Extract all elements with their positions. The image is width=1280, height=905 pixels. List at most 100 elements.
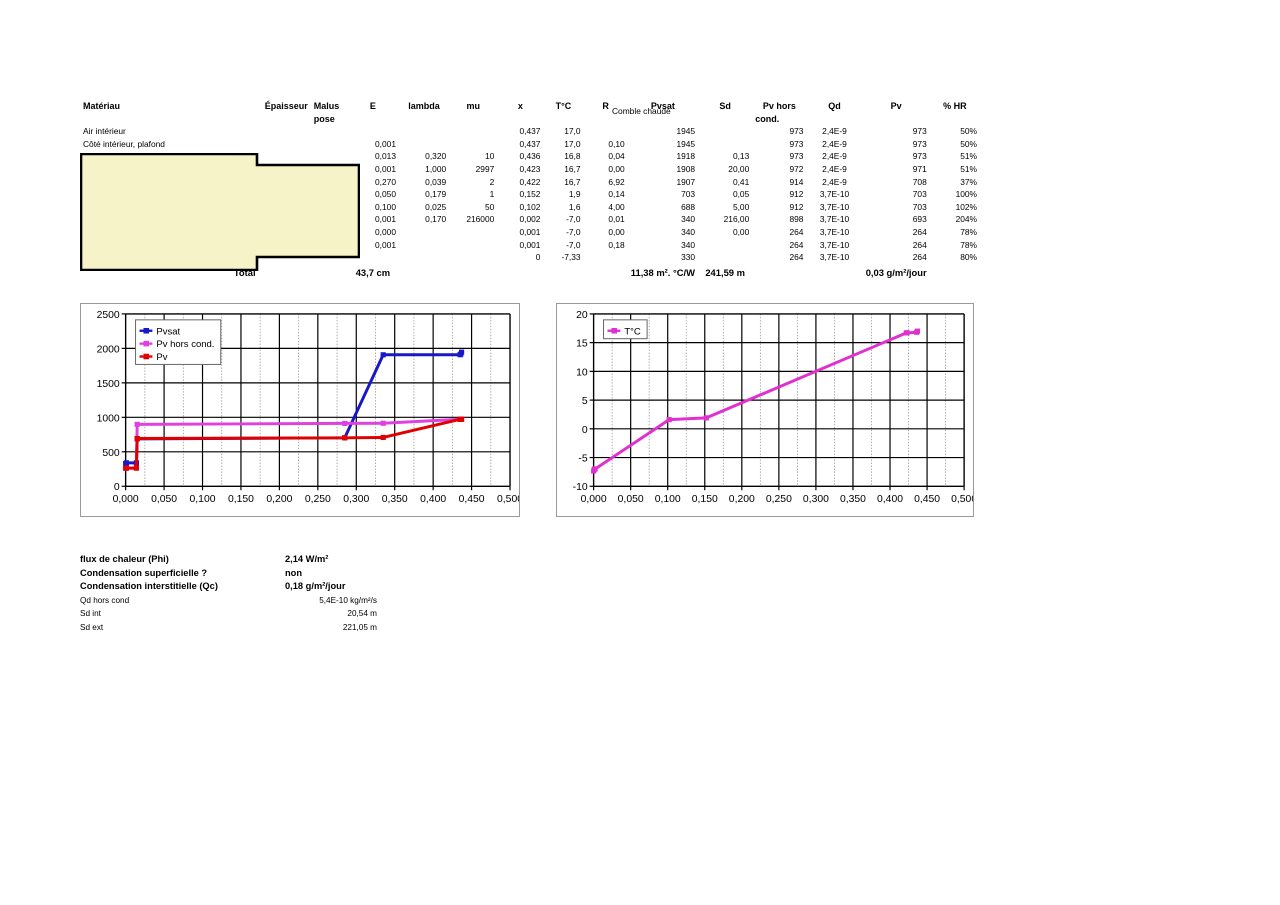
cell-x[interactable]: 0,423 [519,163,541,174]
table-row[interactable]: Air horizontal ascendant 0,050 0,050 0,179 1… [80,188,980,201]
cell-epaisseur[interactable] [259,226,311,239]
cell-pvhc[interactable]: 898 [789,214,804,225]
cell-sd[interactable]: 0,13 [732,151,750,162]
cell-mu[interactable]: 2 [489,176,495,187]
cell-T[interactable]: 17,0 [564,138,581,149]
cell-mu[interactable]: 216000 [466,214,495,225]
cell-materiau[interactable]: Air intérieur [83,126,126,137]
cell-T[interactable]: -7,0 [566,214,581,225]
table-row[interactable]: Kraft pare-vapeur 0,001 1,000 2997 0,423 16,7… [80,163,980,176]
cell-qd[interactable]: 2,4E-9 [822,126,847,137]
cell-hr[interactable]: 100% [955,189,977,200]
cell-pv[interactable]: 703 [912,189,927,200]
cell-qd[interactable]: 2,4E-9 [822,138,847,149]
cell-mu[interactable] [449,226,497,239]
cell-E[interactable] [347,125,399,138]
cell-mu[interactable]: 1 [489,189,495,200]
cell-pvhc[interactable]: 912 [789,189,804,200]
cell-pv[interactable]: 971 [912,163,927,174]
cell-x[interactable]: 0,437 [519,138,541,149]
cell-hr[interactable]: 50% [960,126,977,137]
cell-pvhc[interactable]: 264 [789,226,804,237]
cell-R[interactable]: 0,01 [608,214,625,225]
cell-pvhc[interactable]: 914 [789,176,804,187]
cell-epaisseur[interactable]: 0,050 [286,189,308,200]
cell-malus[interactable] [311,163,347,176]
cell-hr[interactable]: 78% [960,239,977,250]
cell-lambda[interactable]: 0,039 [425,176,447,187]
cell-lambda[interactable]: 1,000 [425,163,447,174]
cell-E[interactable]: 0,000 [375,226,396,237]
cell-R[interactable]: 4,00 [608,201,625,212]
cell-R[interactable]: 0,18 [608,239,625,250]
cell-E[interactable]: 0,001 [375,214,396,225]
cell-mu[interactable]: 2997 [475,163,495,174]
table-row[interactable]: Polyuréthane 0,100 0,100 0,025 50 0,102 1,6 4,0… [80,201,980,214]
cell-E[interactable]: 0,001 [375,163,396,174]
cell-pv[interactable]: 703 [912,201,927,212]
table-row[interactable]: BA13 0,013 0,320 10 0,436 16,8 0,04 1918 0,13 973… [80,150,980,163]
cell-x[interactable]: 0,437 [519,126,541,137]
cell-R[interactable]: 0,00 [608,226,625,237]
cell-E[interactable] [347,251,399,264]
cell-epaisseur[interactable] [259,213,311,226]
cell-E[interactable]: 0,001 [375,239,396,250]
cell-x[interactable]: 0,001 [519,226,541,237]
cell-lambda[interactable]: 0,170 [425,214,447,225]
cell-x[interactable]: 0,436 [519,151,541,162]
cell-T[interactable]: 16,7 [564,163,581,174]
cell-x[interactable]: 0,001 [519,239,541,250]
cell-pvhc[interactable]: 973 [789,126,804,137]
table-row[interactable]: Air intérieur 0,437 17,0 1945 973 2,4E-9 973 50… [80,125,980,138]
cell-sd[interactable]: 5,00 [732,201,750,212]
cell-malus[interactable] [311,239,347,252]
cell-mu[interactable] [449,138,497,151]
cell-x[interactable]: 0,102 [519,201,541,212]
cell-x[interactable]: 0,152 [519,189,541,200]
cell-lambda[interactable]: 0,320 [425,151,447,162]
cell-pv[interactable]: 708 [912,176,927,187]
cell-sd[interactable] [698,239,752,252]
cell-pvsat[interactable]: 340 [681,214,696,225]
cell-epaisseur[interactable] [259,251,311,264]
cell-E[interactable]: 0,270 [375,176,396,187]
cell-malus[interactable] [311,150,347,163]
cell-hr[interactable]: 51% [960,151,977,162]
cell-pvsat[interactable]: 1945 [676,138,696,149]
cell-materiau[interactable] [80,226,259,239]
cell-pvhc[interactable]: 973 [789,138,804,149]
cell-R[interactable]: 0,04 [608,151,625,162]
cell-mu[interactable] [449,251,497,264]
cell-lambda[interactable] [399,251,449,264]
table-row[interactable]: Côté extérieur, bardage ou tuiles 0,001 0,… [80,239,980,252]
cell-pv[interactable]: 264 [912,226,927,237]
cell-pvhc[interactable]: 973 [789,151,804,162]
cell-R[interactable]: 0,14 [608,189,625,200]
cell-epaisseur[interactable]: 0,270 [286,176,308,187]
cell-materiau[interactable]: Air horizontal ascendant [83,189,173,200]
cell-sd[interactable] [698,138,752,151]
cell-malus[interactable] [311,125,347,138]
table-row[interactable]: Air extérieur 0 -7,33 330 264 3,7E-10 264 80% [80,251,980,264]
cell-T[interactable]: -7,0 [566,226,581,237]
cell-T[interactable]: 16,7 [564,176,581,187]
cell-E[interactable]: 0,050 [375,189,396,200]
table-row[interactable]: 0,000 0,001 -7,0 0,00 340 0,00 264 3,7E-10 264 78… [80,226,980,239]
cell-qd[interactable]: 3,7E-10 [819,226,850,237]
cell-T[interactable]: -7,0 [566,239,581,250]
cell-lambda[interactable] [399,138,449,151]
cell-sd[interactable]: 0,05 [732,189,750,200]
cell-hr[interactable]: 37% [960,176,977,187]
cell-qd[interactable]: 3,7E-10 [819,239,850,250]
cell-epaisseur[interactable] [259,138,311,151]
cell-sd[interactable] [698,125,752,138]
table-row[interactable]: Côté intérieur, plafond 0,001 0,437 17,0 0,1… [80,138,980,151]
cell-malus[interactable] [311,226,347,239]
cell-R[interactable] [584,125,628,138]
cell-epaisseur[interactable] [259,163,311,176]
cell-pvhc[interactable]: 972 [789,163,804,174]
cell-mu[interactable]: 50 [484,201,495,212]
cell-malus[interactable] [311,251,347,264]
cell-epaisseur[interactable] [259,125,311,138]
cell-pv[interactable]: 264 [912,252,927,263]
